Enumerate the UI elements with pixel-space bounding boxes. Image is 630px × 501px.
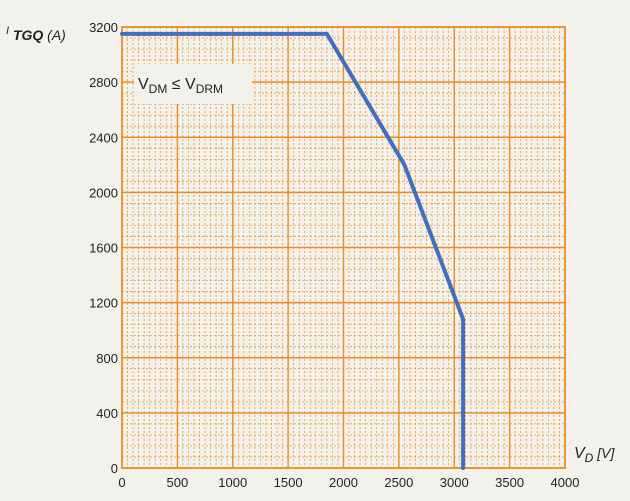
- y-tick-label: 0: [111, 461, 118, 476]
- x-tick-label: 1500: [274, 475, 303, 490]
- y-tick-label: 800: [96, 351, 118, 366]
- x-tick-label: 0: [118, 475, 125, 490]
- y-axis-label: I TGQ (A): [6, 25, 66, 43]
- y-tick-label: 2000: [89, 185, 118, 200]
- y-tick-label: 3200: [89, 20, 118, 35]
- y-tick-label: 1200: [89, 296, 118, 311]
- x-tick-label: 500: [167, 475, 189, 490]
- x-tick-label: 1000: [218, 475, 247, 490]
- x-tick-label: 2500: [384, 475, 413, 490]
- y-tick-label: 1600: [89, 241, 118, 256]
- x-tick-label: 2000: [329, 475, 358, 490]
- x-axis-label: VD [V]: [574, 445, 615, 465]
- x-tick-label: 3500: [495, 475, 524, 490]
- y-tick-label: 400: [96, 406, 118, 421]
- y-tick-label: 2400: [89, 130, 118, 145]
- y-tick-label: 2800: [89, 75, 118, 90]
- x-tick-label: 4000: [551, 475, 580, 490]
- x-tick-label: 3000: [440, 475, 469, 490]
